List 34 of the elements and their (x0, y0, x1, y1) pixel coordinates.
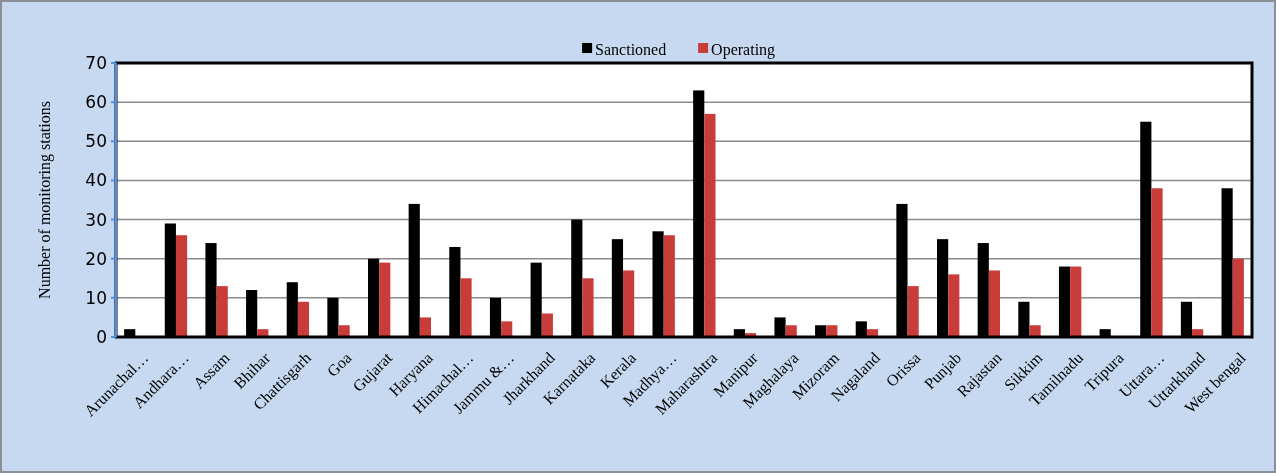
y-tick-label: 70 (85, 52, 107, 73)
y-tick-label: 0 (96, 326, 107, 347)
bar (1151, 188, 1163, 337)
bar (1232, 258, 1244, 337)
bar (623, 270, 635, 337)
bar (419, 317, 431, 337)
bar (948, 274, 960, 337)
bar (297, 301, 310, 337)
bar (338, 325, 350, 337)
y-tick-label: 30 (85, 209, 107, 230)
y-tick-label: 20 (85, 248, 107, 269)
x-tick-label: Goa (323, 349, 355, 380)
bar (988, 270, 1001, 337)
y-tick-label: 40 (85, 170, 107, 191)
bar (1029, 325, 1041, 337)
bar (663, 235, 675, 337)
y-tick-label: 10 (85, 287, 107, 308)
bar (216, 286, 228, 337)
bar (175, 235, 188, 337)
bar (826, 325, 838, 337)
bar (460, 278, 472, 337)
y-axis-title: Number of monitoring stations (36, 101, 54, 299)
y-tick-label: 50 (85, 131, 107, 152)
legend-label: Operating (711, 40, 776, 59)
bar (907, 286, 919, 337)
bar (704, 113, 716, 337)
bar (1070, 266, 1082, 337)
bar (785, 325, 797, 337)
bar (501, 321, 513, 337)
legend-label: Sanctioned (595, 40, 667, 58)
bar (379, 262, 391, 337)
bar (541, 313, 553, 337)
bar (582, 278, 594, 337)
y-tick-label: 60 (85, 92, 107, 113)
